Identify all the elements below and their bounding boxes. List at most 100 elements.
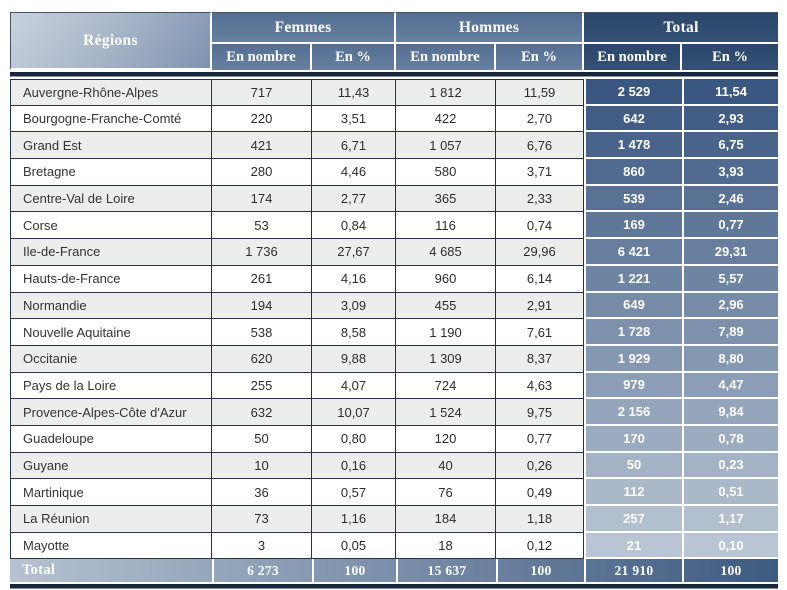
header-group-femmes: Femmes (212, 12, 397, 44)
value-cell: 1 309 (396, 345, 497, 373)
value-cell: 455 (396, 292, 497, 320)
value-cell: 174 (212, 185, 312, 213)
header-total-nombre: En nombre (584, 44, 683, 70)
total-value-cell: 2 529 (584, 79, 683, 106)
value-cell: 4,46 (312, 159, 397, 186)
total-value-cell: 1 728 (584, 319, 683, 346)
regions-statistics-table: Régions Femmes Hommes Total En nombre En… (10, 12, 779, 590)
value-cell: 1 524 (396, 399, 497, 426)
region-name-cell: Bourgogne-Franche-Comté (10, 105, 212, 133)
region-name-cell: Nouvelle Aquitaine (10, 319, 212, 346)
total-value-cell: 9,84 (682, 399, 779, 426)
total-value-cell: 1 478 (584, 132, 683, 160)
total-value-cell: 539 (584, 185, 683, 213)
value-cell: 11,43 (312, 79, 397, 106)
value-cell: 0,05 (312, 532, 397, 560)
value-cell: 0,16 (312, 452, 397, 480)
value-cell: 27,67 (312, 239, 397, 266)
bottom-border-line (10, 582, 779, 590)
value-cell: 632 (212, 399, 312, 426)
table-row: Provence-Alpes-Côte d'Azur 632 10,07 1 524 9… (10, 399, 779, 426)
total-value-cell: 1 929 (584, 345, 683, 373)
value-cell: 4,07 (312, 372, 397, 400)
value-cell: 717 (212, 79, 312, 106)
value-cell: 1 812 (396, 79, 497, 106)
value-cell: 120 (396, 425, 497, 453)
value-cell: 0,49 (496, 479, 585, 506)
region-name-cell: Centre-Val de Loire (10, 185, 212, 213)
value-cell: 10 (212, 452, 312, 480)
total-value-cell: 642 (584, 105, 683, 133)
table-footer: Total 6 273 100 15 637 100 21 910 100 (10, 559, 779, 590)
value-cell: 724 (396, 372, 497, 400)
region-name-cell: Guyane (10, 452, 212, 480)
value-cell: 18 (396, 532, 497, 560)
value-cell: 1,16 (312, 506, 397, 533)
table-row: Bourgogne-Franche-Comté 220 3,51 422 2,70 642… (10, 105, 779, 133)
region-name-cell: Hauts-de-France (10, 265, 212, 293)
header-femmes-pct: En % (312, 44, 397, 70)
value-cell: 0,26 (496, 452, 585, 480)
value-cell: 11,59 (496, 79, 585, 106)
value-cell: 3,71 (496, 159, 585, 186)
value-cell: 421 (212, 132, 312, 160)
value-cell: 580 (396, 159, 497, 186)
value-cell: 4,16 (312, 265, 397, 293)
total-value-cell: 169 (584, 212, 683, 240)
value-cell: 0,57 (312, 479, 397, 506)
value-cell: 0,12 (496, 532, 585, 560)
value-cell: 1 190 (396, 319, 497, 346)
table-row: Mayotte 3 0,05 18 0,12 21 0,10 (10, 532, 779, 560)
value-cell: 2,91 (496, 292, 585, 320)
value-cell: 1 057 (396, 132, 497, 160)
table-row: Guadeloupe 50 0,80 120 0,77 170 0,78 (10, 425, 779, 453)
value-cell: 116 (396, 212, 497, 240)
footer-label: Total (10, 559, 212, 583)
header-total-pct: En % (682, 44, 779, 70)
total-value-cell: 0,23 (682, 452, 779, 480)
total-value-cell: 50 (584, 452, 683, 480)
region-name-cell: Provence-Alpes-Côte d'Azur (10, 399, 212, 426)
value-cell: 3,51 (312, 105, 397, 133)
table-row: Martinique 36 0,57 76 0,49 112 0,51 (10, 479, 779, 506)
value-cell: 40 (396, 452, 497, 480)
total-value-cell: 6 421 (584, 239, 683, 266)
value-cell: 0,74 (496, 212, 585, 240)
value-cell: 36 (212, 479, 312, 506)
value-cell: 184 (396, 506, 497, 533)
total-value-cell: 2,46 (682, 185, 779, 213)
value-cell: 3,09 (312, 292, 397, 320)
footer-hommes-pct: 100 (496, 559, 585, 583)
region-name-cell: Bretagne (10, 159, 212, 186)
footer-femmes-nombre: 6 273 (212, 559, 312, 583)
value-cell: 9,88 (312, 345, 397, 373)
value-cell: 261 (212, 265, 312, 293)
region-name-cell: La Réunion (10, 506, 212, 533)
total-value-cell: 5,57 (682, 265, 779, 293)
total-value-cell: 2 156 (584, 399, 683, 426)
total-value-cell: 1,17 (682, 506, 779, 533)
region-name-cell: Pays de la Loire (10, 372, 212, 400)
header-separator-line (10, 70, 779, 79)
value-cell: 0,77 (496, 425, 585, 453)
header-sub-row: En nombre En % En nombre En % En nombre … (10, 44, 779, 70)
table-row: Guyane 10 0,16 40 0,26 50 0,23 (10, 452, 779, 480)
value-cell: 73 (212, 506, 312, 533)
total-value-cell: 6,75 (682, 132, 779, 160)
value-cell: 6,76 (496, 132, 585, 160)
value-cell: 4,63 (496, 372, 585, 400)
header-group-hommes: Hommes (396, 12, 585, 44)
total-value-cell: 2,96 (682, 292, 779, 320)
region-name-cell: Normandie (10, 292, 212, 320)
total-value-cell: 0,77 (682, 212, 779, 240)
value-cell: 6,71 (312, 132, 397, 160)
header-group-total: Total (584, 12, 779, 44)
value-cell: 620 (212, 345, 312, 373)
table-row: Occitanie 620 9,88 1 309 8,37 1 929 8,80 (10, 345, 779, 373)
total-value-cell: 0,10 (682, 532, 779, 560)
value-cell: 1,18 (496, 506, 585, 533)
total-value-cell: 1 221 (584, 265, 683, 293)
value-cell: 50 (212, 425, 312, 453)
value-cell: 194 (212, 292, 312, 320)
